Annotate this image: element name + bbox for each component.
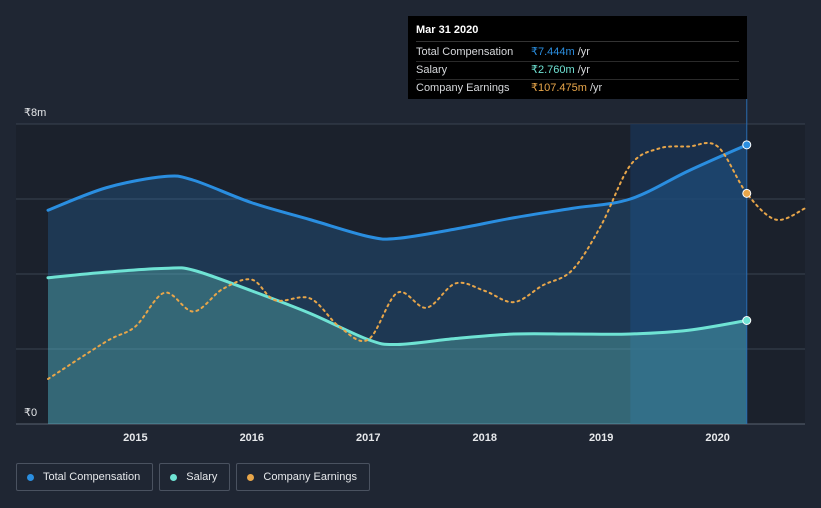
line-earnings	[47, 141, 806, 380]
legend-item-company-earnings[interactable]: Company Earnings	[236, 463, 370, 491]
y-axis-max-label: ₹8m	[24, 107, 46, 119]
x-tick-label: 2020	[705, 432, 729, 444]
chart-legend: Total Compensation Salary Company Earnin…	[16, 463, 370, 491]
tooltip-unit: /yr	[589, 82, 603, 94]
line-salary	[46, 266, 749, 347]
tooltip-row-salary: Salary ₹2.760m /yr	[416, 62, 739, 80]
legend-label: Total Compensation	[43, 471, 141, 483]
tooltip-label: Salary	[416, 64, 448, 76]
x-axis: 2015 2016 2017 2018 2019 2020	[123, 432, 730, 444]
tooltip-value: ₹107.475m	[531, 82, 587, 94]
hover-tooltip: Mar 31 2020 Total Compensation ₹7.444m /…	[408, 16, 747, 99]
highlight-band-rect	[630, 124, 747, 424]
x-tick-label: 2017	[356, 432, 380, 444]
x-tick-label: 2019	[589, 432, 613, 444]
x-tick-label: 2018	[472, 432, 496, 444]
legend-item-salary[interactable]: Salary	[159, 463, 231, 491]
tooltip-label: Total Compensation	[416, 46, 514, 58]
tooltip-value: ₹7.444m	[531, 46, 575, 58]
legend-dot-icon	[27, 473, 34, 481]
legend-dot-icon	[170, 473, 178, 481]
highlight-band	[630, 124, 747, 424]
tooltip-unit: /yr	[577, 64, 590, 76]
legend-dot-icon	[247, 473, 255, 481]
x-tick-label: 2015	[123, 432, 147, 444]
tooltip-row-earnings: Company Earnings ₹107.475m /yr	[416, 80, 739, 97]
tooltip-unit: /yr	[577, 46, 590, 58]
hover-point-0	[742, 140, 752, 150]
legend-item-total-compensation[interactable]: Total Compensation	[16, 463, 154, 491]
hover-point-1	[742, 316, 752, 325]
hover-markers	[742, 99, 752, 424]
tooltip-row-total: Total Compensation ₹7.444m /yr	[416, 44, 739, 62]
tooltip-title: Mar 31 2020	[416, 24, 739, 42]
series-lines	[46, 141, 806, 380]
legend-label: Company Earnings	[263, 471, 357, 483]
hover-point-2	[742, 188, 752, 198]
legend-label: Salary	[186, 471, 218, 483]
x-tick-label: 2016	[240, 432, 264, 444]
tooltip-label: Company Earnings	[416, 82, 510, 94]
area-total	[48, 144, 747, 424]
y-axis-min-label: ₹0	[24, 407, 37, 419]
tooltip-value: ₹2.760m	[531, 64, 575, 76]
line-total	[46, 143, 749, 241]
